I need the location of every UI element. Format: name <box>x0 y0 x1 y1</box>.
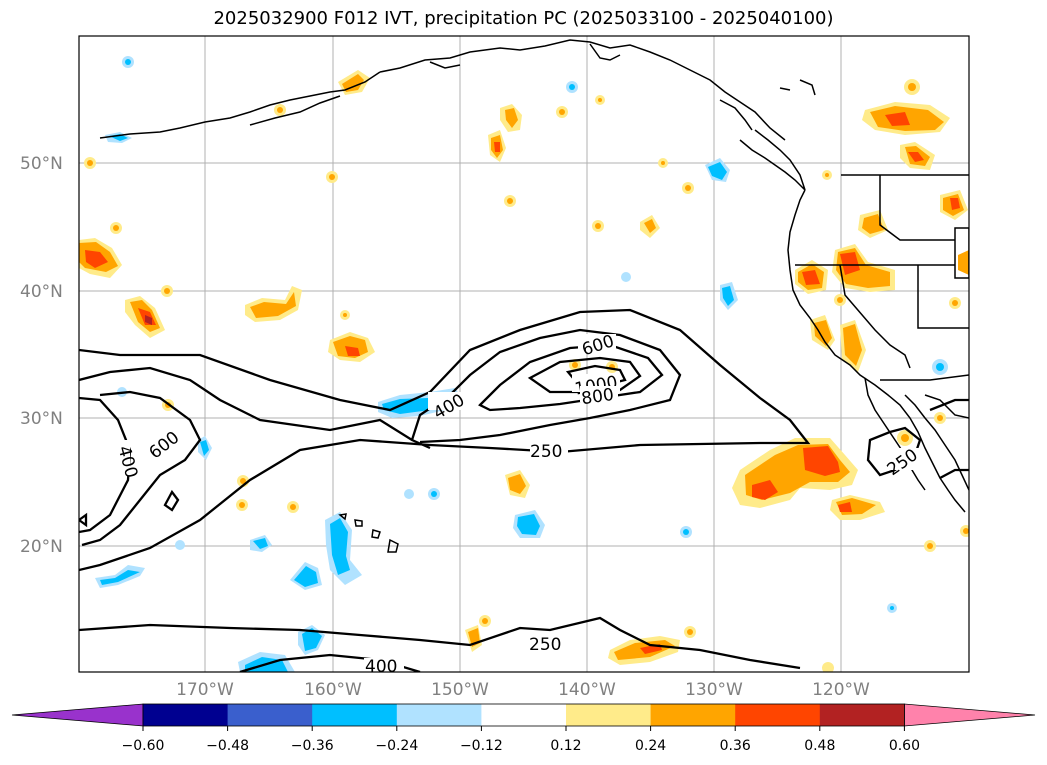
lon-label-160w: 160°W <box>304 680 362 700</box>
lat-label-40n: 40°N <box>20 282 63 302</box>
precip-shading <box>79 56 969 672</box>
colorbar-segment <box>735 704 821 726</box>
lat-labels: 50°N 40°N 30°N 20°N <box>20 154 63 557</box>
colorbar-tick-label: −0.12 <box>460 738 503 754</box>
colorbar-tick-label: 0.48 <box>804 738 835 754</box>
colorbar-segment <box>227 704 313 726</box>
colorbar-segment <box>819 704 905 726</box>
colorbar-tick-label: −0.48 <box>206 738 249 754</box>
colorbar-segment <box>650 704 736 726</box>
colorbar-segment <box>396 704 482 726</box>
coastlines <box>99 39 969 553</box>
colorbar-tick-label: −0.60 <box>122 738 165 754</box>
colorbar-segment <box>312 704 398 726</box>
lat-label-50n: 50°N <box>20 154 63 174</box>
colorbar-segment <box>143 704 229 726</box>
colorbar-tick-label: 0.36 <box>720 738 751 754</box>
lon-label-130w: 130°W <box>685 680 743 700</box>
lat-label-20n: 20°N <box>20 537 63 557</box>
colorbar-tick-label: 0.24 <box>635 738 666 754</box>
lon-label-120w: 120°W <box>812 680 870 700</box>
colorbar-frame <box>142 703 905 727</box>
map-title: 2025032900 F012 IVT, precipitation PC (2… <box>213 8 834 29</box>
contour-label-800: 800 <box>580 385 615 409</box>
colorbar-extend-low <box>11 703 144 727</box>
gridlines <box>79 36 969 672</box>
colorbar-segment <box>566 704 652 726</box>
colorbar-segment <box>481 704 567 726</box>
lat-label-30n: 30°N <box>20 409 63 429</box>
colorbar-tick-label: −0.36 <box>291 738 334 754</box>
map-frame <box>78 35 970 673</box>
contour-label-250: 250 <box>530 442 562 462</box>
lon-labels: 170°W 160°W 150°W 140°W 130°W 120°W <box>176 680 870 700</box>
colorbar-tick-label: −0.24 <box>375 738 418 754</box>
colorbar-tick-label: 0.12 <box>550 738 581 754</box>
contour-label-250-south: 250 <box>529 635 561 655</box>
contour-label-group: 600 1000 800 400 250 400 600 250 250 400 <box>108 331 922 677</box>
lon-label-150w: 150°W <box>431 680 489 700</box>
lon-label-170w: 170°W <box>176 680 234 700</box>
contour-label-400-south: 400 <box>365 657 397 677</box>
colorbar: −0.60 −0.48 −0.36 −0.24 −0.12 0.12 0.24 0.36 0.4… <box>11 703 1036 754</box>
colorbar-extend-high <box>904 703 1036 727</box>
lon-label-140w: 140°W <box>558 680 616 700</box>
colorbar-tick-label: 0.60 <box>889 738 920 754</box>
